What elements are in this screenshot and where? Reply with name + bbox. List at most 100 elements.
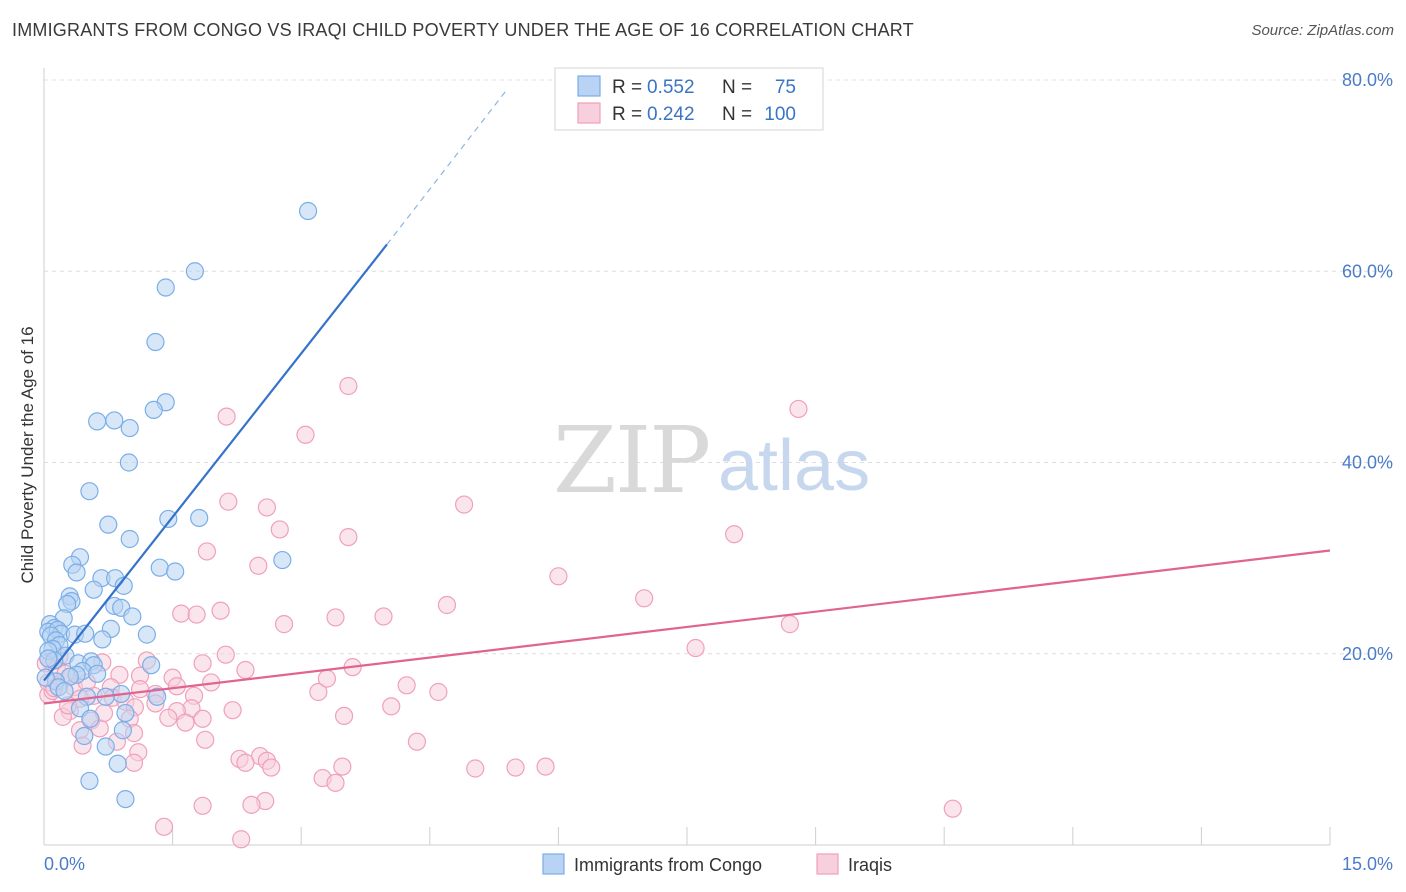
legend-r-value-2: 0.242	[647, 104, 695, 125]
iraqis-point-85	[943, 799, 962, 818]
iraqis-point-37	[309, 682, 328, 702]
congo-point-7	[105, 411, 124, 430]
iraqis-point-67	[407, 732, 427, 751]
congo-point-10	[80, 482, 99, 501]
legend-swatch-congo	[577, 75, 601, 97]
congo-point-3	[146, 332, 165, 352]
congo-point-42	[137, 625, 156, 644]
iraqis-point-5	[257, 498, 277, 517]
congo-point-66	[81, 709, 100, 728]
iraqis-point-39	[130, 680, 150, 699]
iraqis-point-0	[339, 376, 358, 396]
iraqis-point-8	[725, 525, 744, 544]
congo-point-0	[298, 201, 318, 221]
iraqis-point-59	[193, 709, 212, 728]
iraqis-point-31	[110, 665, 129, 684]
y-tick-label-20: 20.0%	[1342, 644, 1393, 664]
congo-point-14	[120, 529, 139, 549]
congo-point-1	[185, 262, 204, 281]
iraqis-trend-line	[43, 549, 1331, 705]
legend-n-value-2: 100	[764, 104, 796, 125]
watermark-zip: ZIP	[553, 407, 709, 514]
congo-point-9	[119, 453, 138, 472]
iraqis-point-66	[196, 730, 215, 749]
iraqis-point-21	[780, 615, 799, 634]
tick-labels: 20.0% 40.0% 60.0% 80.0% 0.0% 15.0%	[44, 70, 1393, 874]
congo-point-68	[113, 721, 132, 740]
y-axis-title: Child Poverty Under the Age of 16	[18, 326, 37, 583]
iraqis-point-86	[154, 817, 174, 836]
iraqis-point-2	[217, 407, 236, 426]
iraqis-point-75	[333, 757, 352, 776]
congo-point-13	[190, 508, 209, 528]
legend-n-value-1: 75	[775, 77, 796, 98]
iraqis-point-12	[549, 567, 568, 586]
iraqis-point-4	[219, 492, 238, 511]
x-tick-label-max: 15.0%	[1342, 854, 1393, 874]
congo-point-6	[88, 412, 107, 431]
iraqis-point-61	[176, 713, 195, 732]
iraqis-point-19	[374, 607, 393, 626]
congo-point-43	[93, 630, 112, 649]
congo-point-56	[142, 656, 161, 675]
iraqis-point-18	[326, 608, 345, 627]
congo-point-74	[39, 649, 58, 668]
congo-point-24	[84, 580, 103, 599]
iraqis-point-9	[270, 520, 289, 539]
iraqis-point-81	[326, 773, 345, 792]
legend-r-label-1: R =	[612, 77, 642, 98]
source-credit: Source: ZipAtlas.com	[1251, 22, 1394, 39]
iraqis-point-22	[686, 638, 705, 658]
congo-points	[36, 201, 318, 809]
iraqis-point-23	[216, 645, 235, 664]
legend-n-label-2: N =	[722, 104, 752, 125]
congo-point-20	[67, 563, 86, 582]
congo-point-72	[80, 771, 99, 791]
iraqis-point-84	[242, 795, 261, 814]
congo-point-67	[116, 703, 135, 723]
iraqis-point-76	[506, 758, 525, 777]
congo-point-8	[120, 418, 139, 438]
iraqis-point-16	[211, 601, 230, 620]
iraqis-point-3	[296, 425, 315, 444]
congo-point-5	[144, 400, 163, 420]
iraqis-point-20	[274, 615, 294, 634]
legend-swatch-iraqis	[577, 102, 601, 124]
iraqis-point-78	[466, 759, 485, 778]
bottom-legend-swatch-congo	[542, 853, 565, 875]
congo-point-30	[123, 607, 142, 626]
iraqis-point-17	[187, 605, 206, 624]
congo-point-71	[108, 754, 127, 773]
iraqis-point-94	[317, 669, 337, 688]
legend-n-label-1: N =	[722, 77, 752, 98]
congo-trend-line	[43, 243, 388, 682]
iraqis-point-74	[262, 758, 281, 777]
iraqis-point-60	[334, 706, 354, 726]
y-tick-label-40: 40.0%	[1342, 453, 1393, 473]
congo-point-2	[156, 278, 175, 297]
iraqis-point-83	[193, 796, 212, 815]
y-tick-label-60: 60.0%	[1342, 261, 1393, 281]
watermark-atlas: atlas	[718, 426, 870, 506]
iraqis-point-10	[197, 542, 216, 561]
iraqis-point-79	[124, 753, 144, 772]
trend-lines	[43, 89, 1331, 705]
iraqis-point-7	[339, 527, 358, 547]
congo-point-23	[114, 576, 133, 595]
congo-point-54	[88, 664, 107, 683]
legend-r-value-1: 0.552	[647, 77, 695, 98]
congo-point-11	[99, 515, 118, 534]
congo-point-19	[166, 562, 185, 581]
iraqis-point-14	[437, 595, 457, 615]
iraqis-point-13	[635, 589, 654, 608]
iraqis-point-77	[536, 757, 555, 776]
iraqis-point-51	[223, 701, 242, 720]
congo-point-69	[75, 726, 94, 746]
congo-point-60	[55, 681, 74, 701]
congo-point-12	[159, 509, 178, 529]
congo-point-70	[96, 737, 115, 756]
iraqis-point-58	[159, 708, 178, 727]
watermark: ZIP atlas	[553, 407, 870, 514]
iraqis-point-15	[172, 604, 191, 623]
